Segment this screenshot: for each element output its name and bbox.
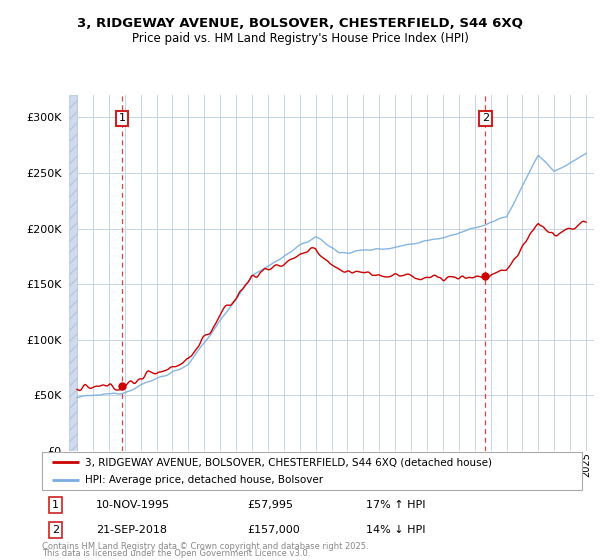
Text: 2: 2 [482,113,489,123]
Text: HPI: Average price, detached house, Bolsover: HPI: Average price, detached house, Bols… [85,475,323,485]
Text: 3, RIDGEWAY AVENUE, BOLSOVER, CHESTERFIELD, S44 6XQ: 3, RIDGEWAY AVENUE, BOLSOVER, CHESTERFIE… [77,17,523,30]
Text: 2: 2 [52,525,59,535]
Text: Contains HM Land Registry data © Crown copyright and database right 2025.: Contains HM Land Registry data © Crown c… [42,542,368,551]
Text: £57,995: £57,995 [247,500,293,510]
Text: 10-NOV-1995: 10-NOV-1995 [96,500,170,510]
Text: 17% ↑ HPI: 17% ↑ HPI [366,500,425,510]
Text: 1: 1 [119,113,125,123]
Text: This data is licensed under the Open Government Licence v3.0.: This data is licensed under the Open Gov… [42,549,310,558]
Text: 1: 1 [52,500,59,510]
Text: 21-SEP-2018: 21-SEP-2018 [96,525,167,535]
FancyBboxPatch shape [42,452,582,490]
Text: Price paid vs. HM Land Registry's House Price Index (HPI): Price paid vs. HM Land Registry's House … [131,31,469,45]
Text: £157,000: £157,000 [247,525,300,535]
Text: 14% ↓ HPI: 14% ↓ HPI [366,525,425,535]
Text: 3, RIDGEWAY AVENUE, BOLSOVER, CHESTERFIELD, S44 6XQ (detached house): 3, RIDGEWAY AVENUE, BOLSOVER, CHESTERFIE… [85,457,492,467]
